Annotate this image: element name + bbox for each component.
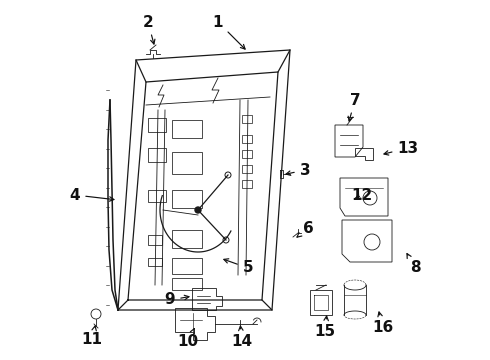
- Circle shape: [195, 207, 201, 213]
- Bar: [148, 235, 162, 245]
- Bar: [148, 148, 166, 162]
- Text: 5: 5: [224, 259, 253, 275]
- Text: 14: 14: [231, 326, 252, 350]
- Text: 16: 16: [372, 312, 393, 336]
- Bar: [242, 180, 252, 188]
- Text: 12: 12: [351, 188, 372, 202]
- Text: 9: 9: [165, 292, 189, 307]
- Text: 4: 4: [70, 188, 114, 202]
- Bar: [172, 230, 202, 248]
- Bar: [242, 115, 252, 123]
- Bar: [148, 190, 166, 202]
- Text: 11: 11: [81, 326, 102, 347]
- Bar: [148, 118, 166, 132]
- Text: 6: 6: [297, 220, 314, 237]
- Bar: [310, 290, 332, 315]
- Text: 13: 13: [384, 140, 418, 156]
- Text: 7: 7: [348, 93, 360, 121]
- Bar: [148, 258, 162, 266]
- Bar: [172, 278, 202, 290]
- Bar: [172, 120, 202, 138]
- Text: 1: 1: [213, 14, 245, 49]
- Bar: [242, 165, 252, 173]
- Bar: [172, 152, 202, 174]
- Bar: [242, 135, 252, 143]
- Bar: [242, 150, 252, 158]
- Bar: [172, 258, 202, 274]
- Bar: [172, 190, 202, 208]
- Text: 10: 10: [177, 329, 198, 350]
- Text: 15: 15: [315, 316, 336, 339]
- Text: 8: 8: [407, 253, 420, 275]
- Text: 3: 3: [286, 162, 310, 177]
- Text: 2: 2: [143, 14, 155, 44]
